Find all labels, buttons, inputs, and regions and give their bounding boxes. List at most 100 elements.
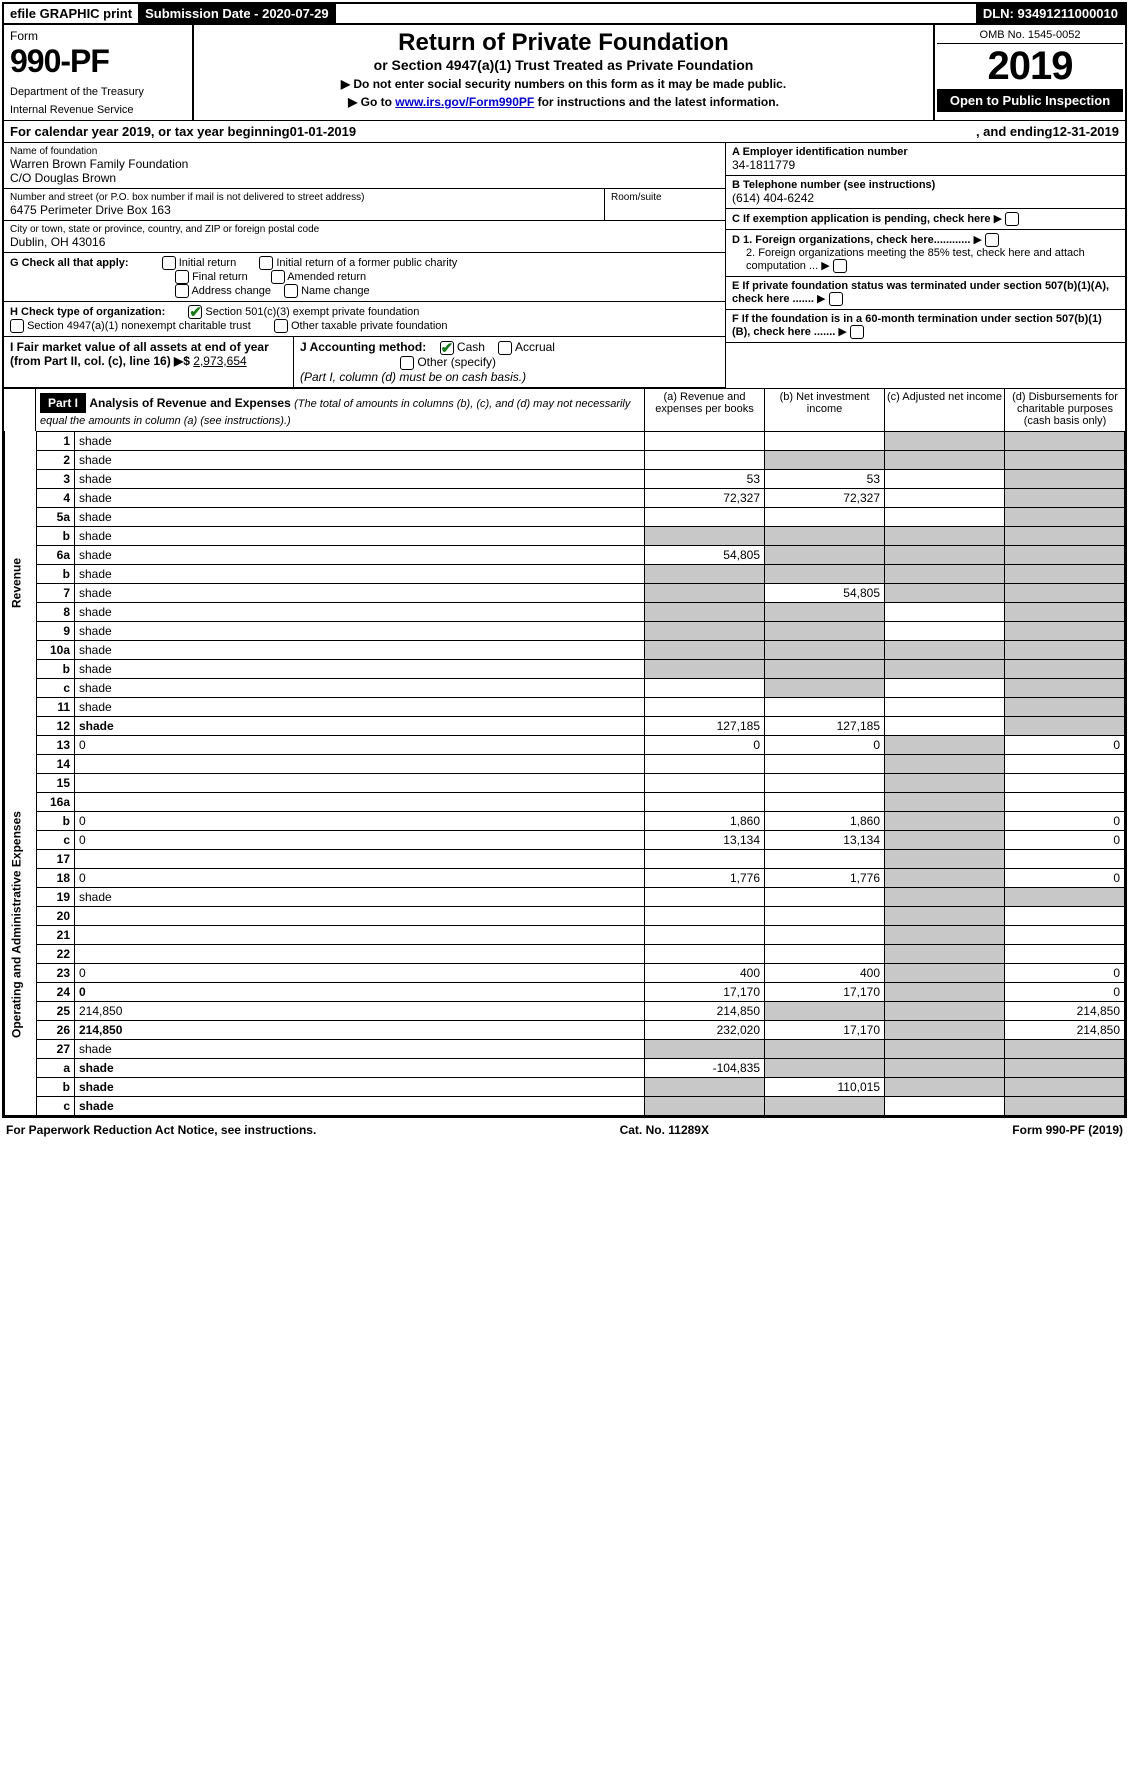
line-num: 24 bbox=[37, 982, 75, 1001]
amt-d bbox=[1005, 906, 1125, 925]
row-27: 27shade bbox=[5, 1039, 1125, 1058]
dln: DLN: 93491211000010 bbox=[977, 4, 1125, 23]
amt-d bbox=[1005, 944, 1125, 963]
line-desc: 0 bbox=[75, 735, 645, 754]
amt-d bbox=[1005, 1058, 1125, 1077]
ck-initial-former[interactable] bbox=[259, 256, 273, 270]
amt-a: 214,850 bbox=[645, 1001, 765, 1020]
ck-4947[interactable] bbox=[10, 319, 24, 333]
amt-b bbox=[765, 849, 885, 868]
amt-b bbox=[765, 621, 885, 640]
amt-b bbox=[765, 602, 885, 621]
ck-d1[interactable] bbox=[985, 233, 999, 247]
line-desc bbox=[75, 925, 645, 944]
amt-c bbox=[885, 640, 1005, 659]
city-state-zip: Dublin, OH 43016 bbox=[10, 235, 719, 249]
line-num: 3 bbox=[37, 469, 75, 488]
ck-final[interactable] bbox=[175, 270, 189, 284]
ck-f[interactable] bbox=[850, 325, 864, 339]
cat-no: Cat. No. 11289X bbox=[620, 1123, 709, 1137]
ck-cash[interactable] bbox=[440, 341, 454, 355]
row-3: 3shade5353 bbox=[5, 469, 1125, 488]
col-d: (d) Disbursements for charitable purpose… bbox=[1005, 389, 1125, 431]
ck-other-tax[interactable] bbox=[274, 319, 288, 333]
row-b: bshade bbox=[5, 564, 1125, 583]
foundation-co: C/O Douglas Brown bbox=[10, 171, 719, 185]
amt-d bbox=[1005, 792, 1125, 811]
amt-a bbox=[645, 1077, 765, 1096]
form-note2: ▶ Go to www.irs.gov/Form990PF for instru… bbox=[202, 95, 925, 109]
amt-b bbox=[765, 678, 885, 697]
line-desc: shade bbox=[75, 659, 645, 678]
amt-d: 214,850 bbox=[1005, 1020, 1125, 1039]
ck-name[interactable] bbox=[284, 284, 298, 298]
amt-a bbox=[645, 659, 765, 678]
line-desc: 0 bbox=[75, 868, 645, 887]
amt-a: 1,776 bbox=[645, 868, 765, 887]
ck-e[interactable] bbox=[829, 292, 843, 306]
row-a: ashade-104,835 bbox=[5, 1058, 1125, 1077]
line-desc bbox=[75, 849, 645, 868]
row-4: 4shade72,32772,327 bbox=[5, 488, 1125, 507]
amt-d bbox=[1005, 526, 1125, 545]
amt-d: 0 bbox=[1005, 735, 1125, 754]
col-a: (a) Revenue and expenses per books bbox=[645, 389, 765, 431]
line-desc bbox=[75, 754, 645, 773]
ck-c[interactable] bbox=[1005, 212, 1019, 226]
amt-c bbox=[885, 773, 1005, 792]
amt-d: 0 bbox=[1005, 830, 1125, 849]
line-desc: shade bbox=[75, 1039, 645, 1058]
amt-c bbox=[885, 431, 1005, 450]
amt-b: 110,015 bbox=[765, 1077, 885, 1096]
form-note1: ▶ Do not enter social security numbers o… bbox=[202, 77, 925, 91]
amt-b: 72,327 bbox=[765, 488, 885, 507]
ck-d2[interactable] bbox=[833, 259, 847, 273]
row-21: 21 bbox=[5, 925, 1125, 944]
line-desc: shade bbox=[75, 697, 645, 716]
line-num: 18 bbox=[37, 868, 75, 887]
amt-c bbox=[885, 526, 1005, 545]
room-suite-lbl: Room/suite bbox=[611, 192, 719, 203]
amt-b: 53 bbox=[765, 469, 885, 488]
line-num: 17 bbox=[37, 849, 75, 868]
amt-c bbox=[885, 906, 1005, 925]
amt-b: 1,776 bbox=[765, 868, 885, 887]
ck-other-method[interactable] bbox=[400, 356, 414, 370]
amt-d bbox=[1005, 773, 1125, 792]
i-section: I Fair market value of all assets at end… bbox=[4, 337, 294, 387]
amt-b bbox=[765, 925, 885, 944]
row-19: 19shade bbox=[5, 887, 1125, 906]
line-num: 26 bbox=[37, 1020, 75, 1039]
amt-c bbox=[885, 450, 1005, 469]
amt-c bbox=[885, 659, 1005, 678]
amt-b bbox=[765, 754, 885, 773]
amt-d bbox=[1005, 431, 1125, 450]
form-page: efile GRAPHIC print Submission Date - 20… bbox=[2, 2, 1127, 1118]
part1-label: Part I bbox=[40, 393, 86, 413]
amt-c bbox=[885, 564, 1005, 583]
line-desc: shade bbox=[75, 1096, 645, 1115]
amt-d bbox=[1005, 640, 1125, 659]
part1-title: Analysis of Revenue and Expenses bbox=[89, 396, 290, 410]
ck-address[interactable] bbox=[175, 284, 189, 298]
line-num: 9 bbox=[37, 621, 75, 640]
ck-initial[interactable] bbox=[162, 256, 176, 270]
form-title: Return of Private Foundation bbox=[202, 29, 925, 57]
line-desc bbox=[75, 944, 645, 963]
row-25: 25214,850214,850214,850 bbox=[5, 1001, 1125, 1020]
efile-label: efile GRAPHIC print bbox=[4, 4, 139, 23]
line-desc: shade bbox=[75, 678, 645, 697]
ck-amended[interactable] bbox=[271, 270, 285, 284]
open-to-public: Open to Public Inspection bbox=[937, 89, 1123, 112]
irs-link[interactable]: www.irs.gov/Form990PF bbox=[395, 95, 534, 109]
ck-accrual[interactable] bbox=[498, 341, 512, 355]
amt-a bbox=[645, 431, 765, 450]
ck-501c3[interactable] bbox=[188, 305, 202, 319]
identity-block: Name of foundation Warren Brown Family F… bbox=[4, 143, 1125, 388]
h-section: H Check type of organization: Section 50… bbox=[4, 302, 725, 337]
line-num: 23 bbox=[37, 963, 75, 982]
row-17: 17 bbox=[5, 849, 1125, 868]
amt-b bbox=[765, 564, 885, 583]
row-b: bshade bbox=[5, 526, 1125, 545]
amt-a bbox=[645, 678, 765, 697]
